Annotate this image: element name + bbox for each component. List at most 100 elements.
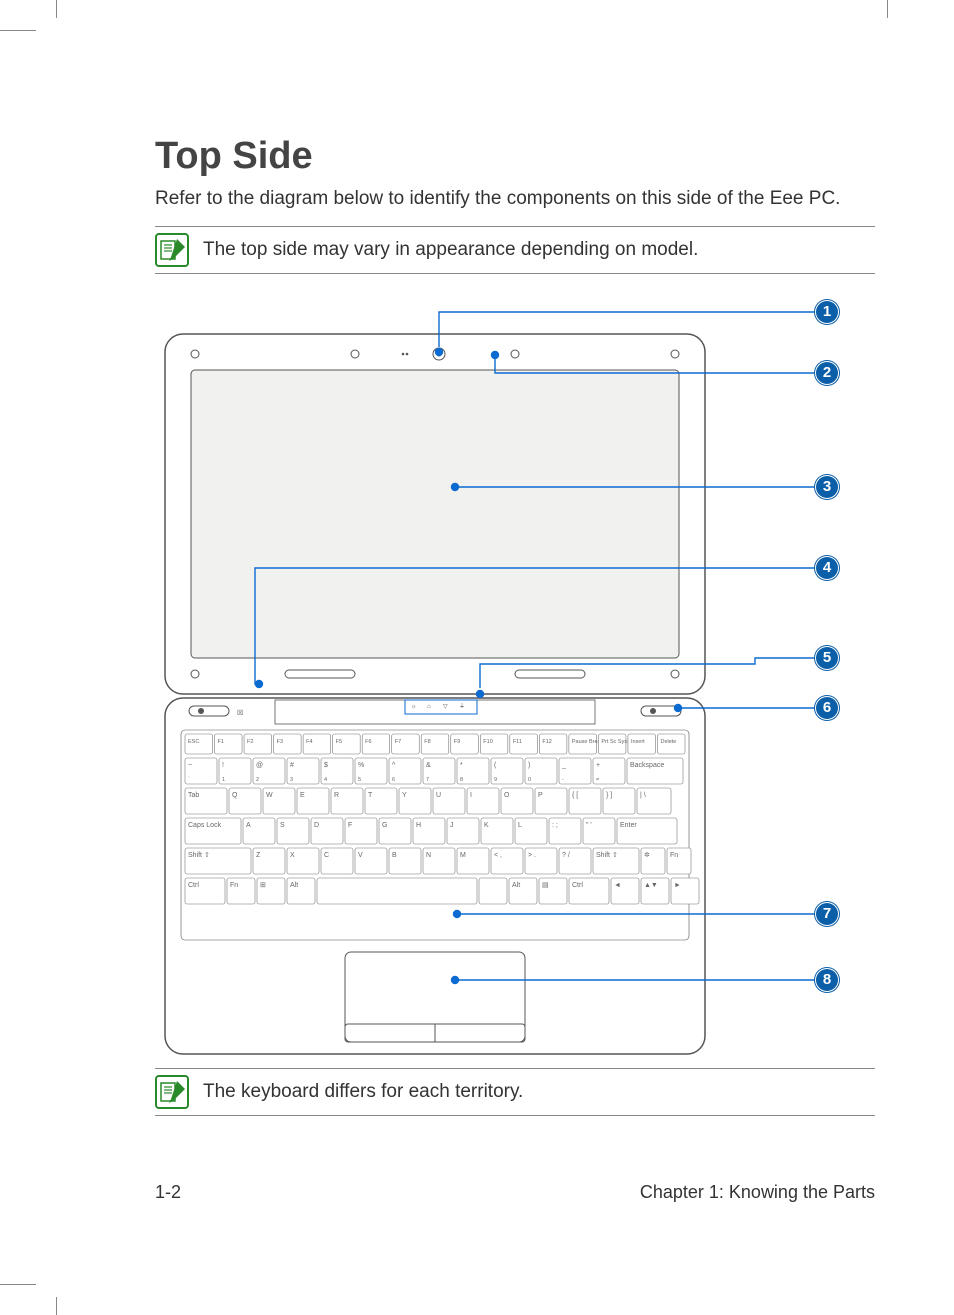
svg-text:&: & bbox=[426, 762, 431, 769]
svg-text:C: C bbox=[324, 852, 329, 859]
note-icon bbox=[155, 233, 189, 267]
svg-text:H: H bbox=[416, 822, 421, 829]
svg-text:Shift ⇧: Shift ⇧ bbox=[596, 851, 618, 859]
svg-text:): ) bbox=[528, 762, 530, 769]
svg-text:7: 7 bbox=[426, 777, 429, 783]
callout-badge-2: 2 bbox=[815, 361, 839, 385]
note-top-text: The top side may vary in appearance depe… bbox=[203, 239, 698, 261]
page-title: Top Side bbox=[155, 135, 875, 178]
callout-badge-8: 8 bbox=[815, 968, 839, 992]
svg-text:Q: Q bbox=[232, 792, 238, 799]
svg-text:~: ~ bbox=[188, 762, 192, 769]
svg-text:Caps Lock: Caps Lock bbox=[188, 822, 222, 829]
svg-text:F6: F6 bbox=[365, 739, 371, 745]
svg-text:N: N bbox=[426, 852, 431, 859]
svg-text:J: J bbox=[450, 822, 454, 829]
svg-text:6: 6 bbox=[392, 777, 395, 783]
svg-text:▤: ▤ bbox=[542, 882, 549, 889]
svg-text:Ctrl: Ctrl bbox=[188, 882, 199, 889]
svg-text:Backspace: Backspace bbox=[630, 762, 664, 769]
intro-text: Refer to the diagram below to identify t… bbox=[155, 186, 875, 212]
svg-text:Fn: Fn bbox=[230, 882, 238, 889]
svg-text:*: * bbox=[460, 762, 463, 769]
svg-text:◄: ◄ bbox=[614, 882, 621, 889]
svg-text:☒: ☒ bbox=[237, 709, 243, 717]
svg-text:@: @ bbox=[256, 762, 263, 769]
svg-text:Alt: Alt bbox=[512, 882, 520, 889]
callout-badge-3: 3 bbox=[815, 475, 839, 499]
svg-text:2: 2 bbox=[256, 777, 259, 783]
svg-text:{ [: { [ bbox=[572, 792, 578, 799]
svg-text:Z: Z bbox=[256, 852, 261, 859]
page-content: Top Side Refer to the diagram below to i… bbox=[155, 135, 875, 1116]
svg-text:" ': " ' bbox=[586, 822, 592, 829]
svg-text:F9: F9 bbox=[454, 739, 460, 745]
svg-text:Shift ⇧: Shift ⇧ bbox=[188, 851, 210, 859]
svg-text:Delete: Delete bbox=[660, 739, 676, 745]
svg-text:| \: | \ bbox=[640, 792, 646, 799]
svg-text:ESC: ESC bbox=[188, 739, 199, 745]
svg-text:: ;: : ; bbox=[552, 822, 558, 829]
svg-text:F: F bbox=[348, 822, 352, 829]
svg-text:R: R bbox=[334, 792, 339, 799]
page-footer: 1-2 Chapter 1: Knowing the Parts bbox=[155, 1182, 875, 1203]
svg-text:=: = bbox=[596, 777, 599, 783]
svg-text:⊞: ⊞ bbox=[260, 882, 266, 889]
svg-text:M: M bbox=[460, 852, 466, 859]
svg-text:F2: F2 bbox=[247, 739, 253, 745]
svg-text:Enter: Enter bbox=[620, 822, 637, 829]
svg-text:▲▼: ▲▼ bbox=[644, 882, 658, 889]
svg-text:E: E bbox=[300, 792, 305, 799]
svg-text:✲: ✲ bbox=[644, 851, 650, 859]
svg-text:B: B bbox=[392, 852, 397, 859]
svg-text:F12: F12 bbox=[542, 739, 551, 745]
svg-text:4: 4 bbox=[324, 777, 327, 783]
svg-text:Alt: Alt bbox=[290, 882, 298, 889]
svg-text:F4: F4 bbox=[306, 739, 312, 745]
svg-text:Ctrl: Ctrl bbox=[572, 882, 583, 889]
svg-text:-: - bbox=[562, 777, 564, 783]
svg-text:3: 3 bbox=[290, 777, 293, 783]
svg-text:F10: F10 bbox=[483, 739, 492, 745]
note-icon bbox=[155, 1075, 189, 1109]
note-top: The top side may vary in appearance depe… bbox=[155, 226, 875, 274]
svg-text:F11: F11 bbox=[513, 739, 522, 745]
svg-text:#: # bbox=[290, 762, 294, 769]
svg-text:> .: > . bbox=[528, 852, 536, 859]
svg-text:%: % bbox=[358, 762, 364, 769]
svg-text:`: ` bbox=[188, 777, 190, 783]
svg-text:F7: F7 bbox=[395, 739, 401, 745]
svg-text:I: I bbox=[470, 792, 472, 799]
svg-text:1: 1 bbox=[222, 777, 225, 783]
page-number: 1-2 bbox=[155, 1182, 181, 1203]
svg-text:F3: F3 bbox=[277, 739, 283, 745]
svg-text:U: U bbox=[436, 792, 441, 799]
callout-badge-1: 1 bbox=[815, 300, 839, 324]
svg-text:Insert: Insert bbox=[631, 739, 645, 745]
svg-text:►: ► bbox=[674, 882, 681, 889]
svg-text:9: 9 bbox=[494, 777, 497, 783]
svg-text:⌂: ⌂ bbox=[427, 704, 431, 710]
svg-text:? /: ? / bbox=[562, 852, 570, 859]
callout-badge-6: 6 bbox=[815, 696, 839, 720]
svg-text:+: + bbox=[596, 762, 600, 769]
svg-text:< ,: < , bbox=[494, 852, 502, 859]
svg-text:L: L bbox=[518, 822, 522, 829]
chapter-label: Chapter 1: Knowing the Parts bbox=[640, 1182, 875, 1203]
laptop-illustration: ☒ ☼⌂ ▽⏚ ESCF1F2F3F4F5F6F7F8F9F10F11F12Pa… bbox=[155, 324, 715, 1064]
svg-text:!: ! bbox=[222, 762, 224, 769]
svg-text:$: $ bbox=[324, 762, 328, 769]
svg-text:G: G bbox=[382, 822, 387, 829]
svg-text:F8: F8 bbox=[424, 739, 430, 745]
svg-text:5: 5 bbox=[358, 777, 361, 783]
svg-text:V: V bbox=[358, 852, 363, 859]
callout-badge-5: 5 bbox=[815, 646, 839, 670]
svg-text:O: O bbox=[504, 792, 510, 799]
svg-text:8: 8 bbox=[460, 777, 463, 783]
svg-text:P: P bbox=[538, 792, 543, 799]
svg-text:F5: F5 bbox=[336, 739, 342, 745]
callout-badge-7: 7 bbox=[815, 902, 839, 926]
svg-text:⏚: ⏚ bbox=[459, 703, 465, 710]
callout-badge-4: 4 bbox=[815, 556, 839, 580]
svg-text:☼: ☼ bbox=[411, 704, 417, 710]
